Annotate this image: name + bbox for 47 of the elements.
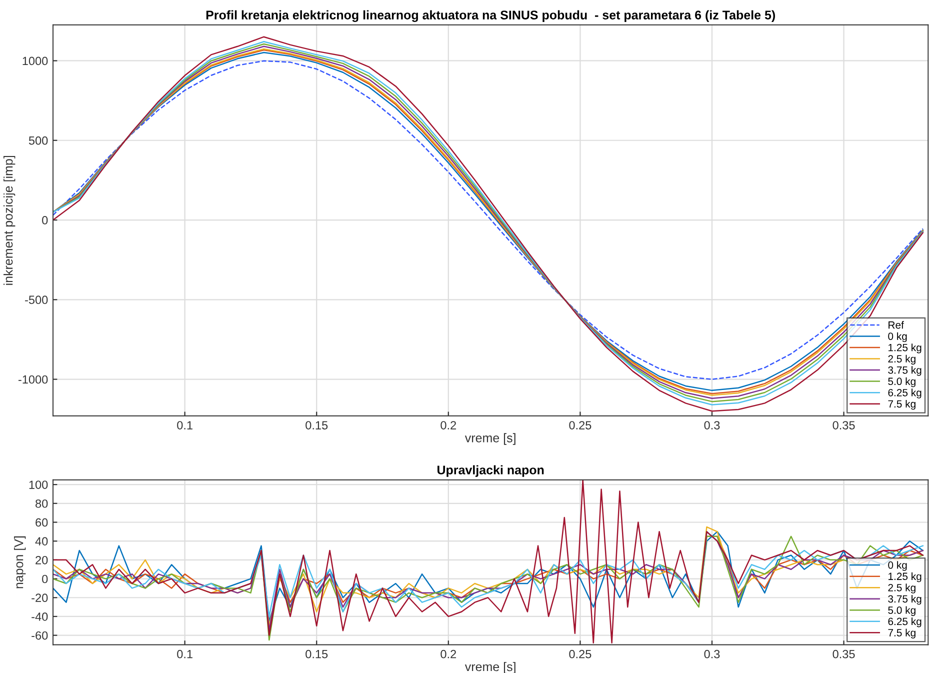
legend-label: 0 kg (888, 332, 907, 342)
y-tick-label: -1000 (18, 375, 48, 384)
y-tick-label: -40 (32, 612, 48, 621)
y-axis-title: napon [V] (14, 536, 26, 588)
line-series (53, 480, 924, 644)
legend-label: 1.25 kg (888, 344, 922, 354)
y-tick-label: 60 (36, 518, 48, 527)
y-tick-label: 100 (29, 480, 48, 489)
x-axis-title: vreme [s] (464, 433, 516, 445)
x-tick-label: 0.15 (306, 421, 328, 430)
x-tick-label: 0.3 (704, 421, 720, 430)
legend-label: 5.0 kg (888, 377, 916, 388)
legend-label: 0 kg (888, 561, 907, 571)
x-tick-label: 0.2 (440, 650, 456, 658)
x-tick-label: 0.1 (177, 421, 192, 430)
x-tick-label: 0.3 (704, 650, 720, 658)
x-tick-label: 0.2 (440, 421, 456, 430)
y-tick-label: -500 (25, 296, 48, 304)
chart-title: Upravljacki napon (437, 465, 544, 477)
legend-label: 6.25 kg (888, 618, 922, 628)
y-tick-label: -60 (32, 631, 48, 640)
legend-label: 5.0 kg (888, 606, 916, 616)
y-tick-label: -20 (32, 594, 48, 602)
legend-label: Ref (888, 321, 904, 329)
legend-label: 7.5 kg (888, 628, 916, 638)
legend-label: 6.25 kg (888, 388, 922, 398)
y-tick-label: 20 (36, 556, 48, 564)
x-tick-label: 0.1 (177, 650, 192, 658)
y-axis-title: inkrement pozicije [imp] (4, 156, 16, 285)
legend-label: 7.5 kg (888, 400, 916, 410)
x-tick-label: 0.35 (832, 650, 855, 658)
legend-label: 2.5 kg (888, 354, 916, 365)
x-tick-label: 0.35 (832, 421, 855, 430)
x-tick-label: 0.25 (569, 421, 592, 430)
y-tick-label: 40 (35, 537, 48, 546)
legend-label: 3.75 kg (888, 366, 922, 376)
chart-title: Profil kretanja elektricnog linearnog aktuatora na SINUS pobudu - set parametara 6 (iz Tabele 5) (206, 10, 775, 22)
y-tick-label: 80 (36, 499, 48, 508)
y-tick-label: 0 (42, 216, 48, 224)
legend-label: 2.5 kg (888, 584, 916, 594)
legend-label: 3.75 kg (888, 594, 922, 605)
x-tick-label: 0.15 (306, 650, 328, 658)
x-tick-label: 0.25 (569, 650, 592, 658)
y-tick-label: 0 (42, 574, 48, 584)
y-tick-label: 500 (28, 136, 48, 145)
y-tick-label: 1000 (22, 56, 48, 66)
legend-label: 1.25 kg (888, 572, 922, 582)
